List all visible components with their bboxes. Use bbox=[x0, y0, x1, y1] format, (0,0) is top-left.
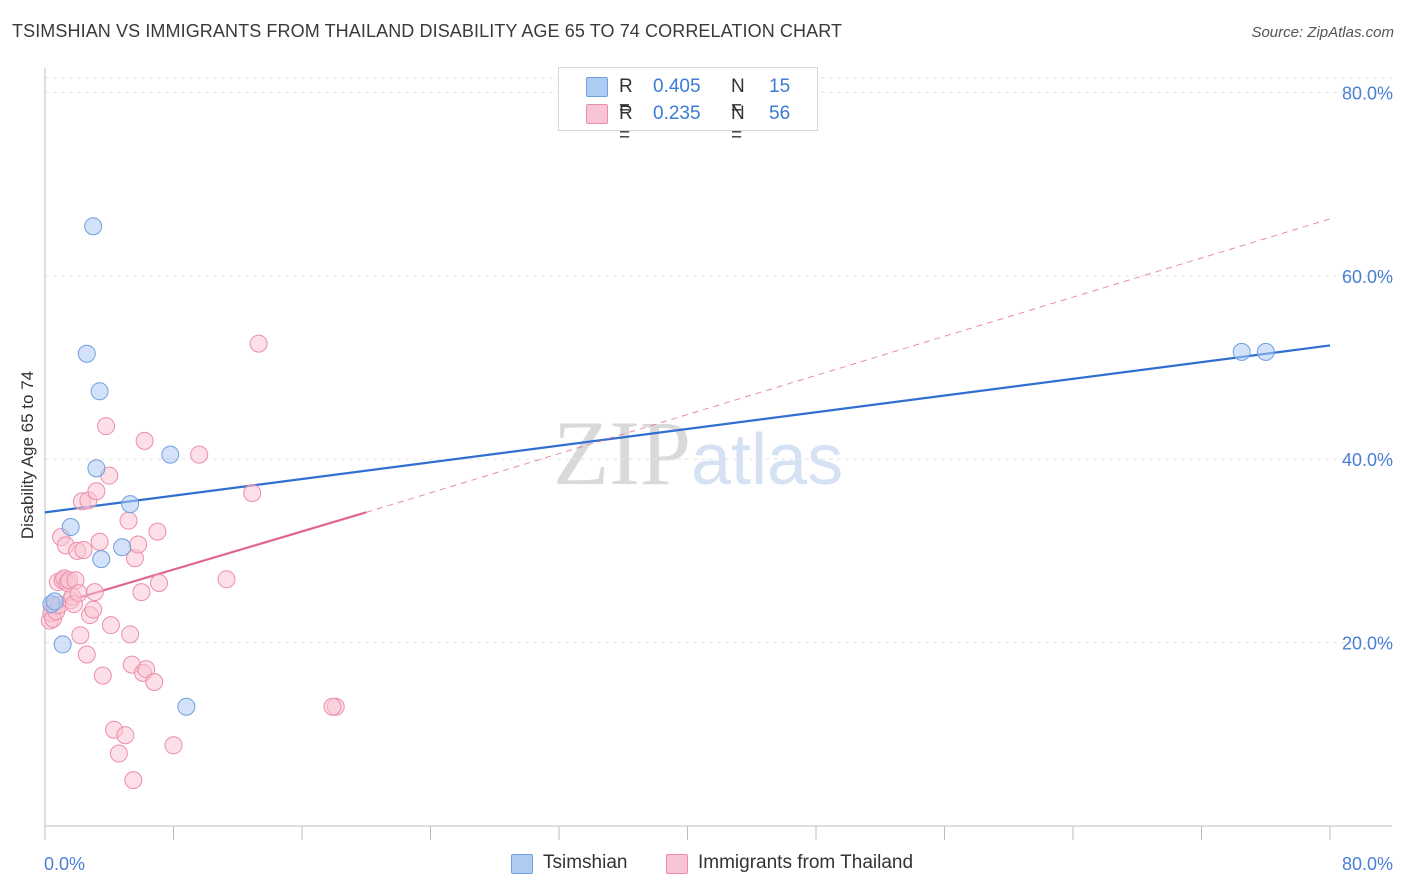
thailand-point bbox=[323, 697, 342, 716]
thailand-point bbox=[190, 445, 209, 464]
thailand-point bbox=[84, 600, 103, 619]
legend-r-label: R = bbox=[619, 103, 633, 146]
thailand-point bbox=[109, 744, 128, 763]
watermark: ZIPatlas bbox=[553, 400, 843, 506]
legend-swatch-thailand bbox=[586, 104, 608, 124]
tsimshian-point bbox=[161, 445, 180, 464]
legend-r-value: 0.235 bbox=[653, 103, 701, 124]
tsimshian-point bbox=[177, 697, 196, 716]
tsimshian-point bbox=[113, 538, 132, 557]
thailand-point bbox=[87, 482, 106, 501]
thailand-point bbox=[74, 540, 93, 559]
thailand-point bbox=[148, 522, 167, 541]
tsimshian-point bbox=[90, 382, 109, 401]
legend-n-value: 56 bbox=[769, 103, 791, 124]
thailand-point bbox=[124, 771, 143, 790]
series-legend: Tsimshian Immigrants from Thailand bbox=[0, 852, 1406, 878]
watermark-atlas: atlas bbox=[691, 420, 844, 500]
y-tick-label: 40.0% bbox=[1342, 450, 1393, 470]
thailand-point bbox=[121, 625, 140, 644]
source-credit: Source: ZipAtlas.com bbox=[1251, 24, 1394, 41]
thailand-point bbox=[116, 726, 135, 745]
thailand-point bbox=[85, 583, 104, 602]
tsimshian-point bbox=[45, 592, 64, 611]
thailand-point bbox=[71, 626, 90, 645]
tsimshian-point bbox=[1232, 342, 1251, 361]
tsimshian-point bbox=[61, 518, 80, 537]
thailand-point bbox=[164, 736, 183, 755]
thailand-point bbox=[129, 535, 148, 554]
trend-line-thailand-extension bbox=[366, 218, 1331, 513]
x-tick-label: 80.0% bbox=[1342, 854, 1393, 874]
series-swatch-tsimshian bbox=[511, 854, 533, 874]
trend-line-tsimshian bbox=[44, 344, 1331, 514]
thailand-point bbox=[101, 616, 120, 635]
x-tick-label: 0.0% bbox=[44, 854, 85, 874]
thailand-point bbox=[217, 570, 236, 589]
thailand-point bbox=[90, 532, 109, 551]
tsimshian-point bbox=[87, 459, 106, 478]
thailand-point bbox=[119, 511, 138, 530]
thailand-point bbox=[69, 584, 88, 603]
thailand-point bbox=[135, 431, 154, 450]
legend-swatch-tsimshian bbox=[586, 77, 608, 97]
thailand-point bbox=[77, 645, 96, 664]
thailand-point bbox=[132, 583, 151, 602]
series-label-tsimshian: Tsimshian bbox=[543, 852, 628, 873]
y-tick-label: 20.0% bbox=[1342, 634, 1393, 654]
y-tick-label: 60.0% bbox=[1342, 267, 1393, 287]
y-tick-label: 80.0% bbox=[1342, 83, 1393, 103]
watermark-zip: ZIP bbox=[553, 402, 691, 504]
tsimshian-point bbox=[121, 495, 140, 514]
thailand-point bbox=[150, 573, 169, 592]
tsimshian-point bbox=[53, 635, 72, 654]
thailand-point bbox=[97, 417, 116, 436]
correlation-legend: R = 0.405 N = 15 R = 0.235 N = 56 bbox=[558, 67, 818, 146]
thailand-point bbox=[93, 666, 112, 685]
series-swatch-thailand bbox=[666, 854, 688, 874]
legend-r-label: R = bbox=[619, 76, 633, 119]
chart-title: TSIMSHIAN VS IMMIGRANTS FROM THAILAND DI… bbox=[12, 21, 843, 41]
legend-n-label: N = bbox=[731, 103, 745, 146]
tsimshian-point bbox=[1256, 342, 1275, 361]
thailand-point bbox=[249, 334, 268, 353]
legend-r-value: 0.405 bbox=[653, 76, 701, 97]
thailand-point bbox=[243, 484, 262, 503]
legend-n-value: 15 bbox=[769, 76, 791, 97]
tsimshian-point bbox=[92, 550, 111, 569]
thailand-point bbox=[137, 660, 156, 679]
series-label-thailand: Immigrants from Thailand bbox=[698, 852, 914, 873]
tsimshian-point bbox=[77, 344, 96, 363]
thailand-point bbox=[145, 673, 164, 692]
tsimshian-point bbox=[84, 217, 103, 236]
legend-n-label: N = bbox=[731, 76, 745, 119]
